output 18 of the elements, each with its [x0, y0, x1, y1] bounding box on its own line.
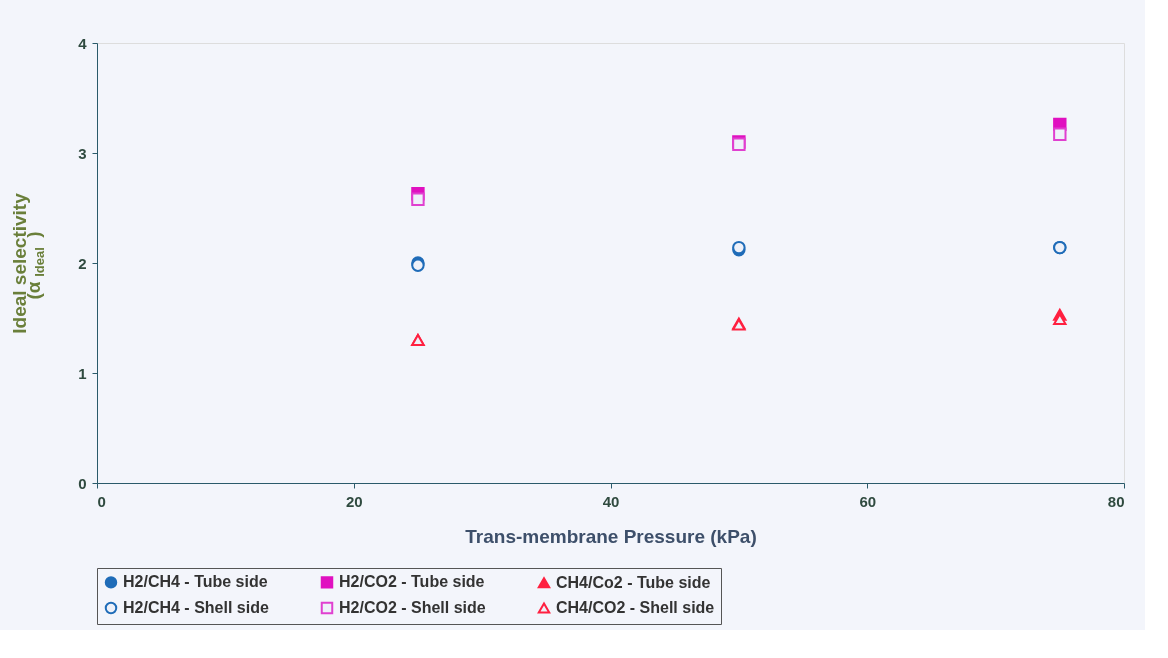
y-axis-title: Ideal selectivity (αIdeal) [9, 192, 47, 334]
y-tick-label: 2 [78, 254, 87, 272]
legend-label: H2/CH4 - Shell side [123, 599, 269, 616]
legend-label: H2/CH4 - Tube side [123, 573, 268, 591]
y-tick-label: 3 [78, 144, 87, 162]
x-tick-label: 80 [1107, 492, 1125, 510]
x-tick-label: 60 [859, 492, 877, 510]
legend-label: CH4/Co2 - Tube side [556, 573, 711, 591]
legend-label: CH4/CO2 - Shell side [556, 599, 715, 616]
x-tick-label: 40 [602, 492, 620, 510]
y-tick-label: 4 [78, 34, 88, 52]
y-tick-label: 1 [78, 364, 87, 382]
x-axis-title: Trans-membrane Pressure (kPa) [465, 525, 757, 547]
x-tick-label: 0 [97, 492, 106, 510]
legend-label: H2/CO2 - Tube side [339, 573, 485, 591]
x-tick-label: 20 [345, 492, 363, 510]
y-tick-label: 0 [78, 474, 87, 492]
legend-label: H2/CO2 - Shell side [339, 599, 486, 616]
